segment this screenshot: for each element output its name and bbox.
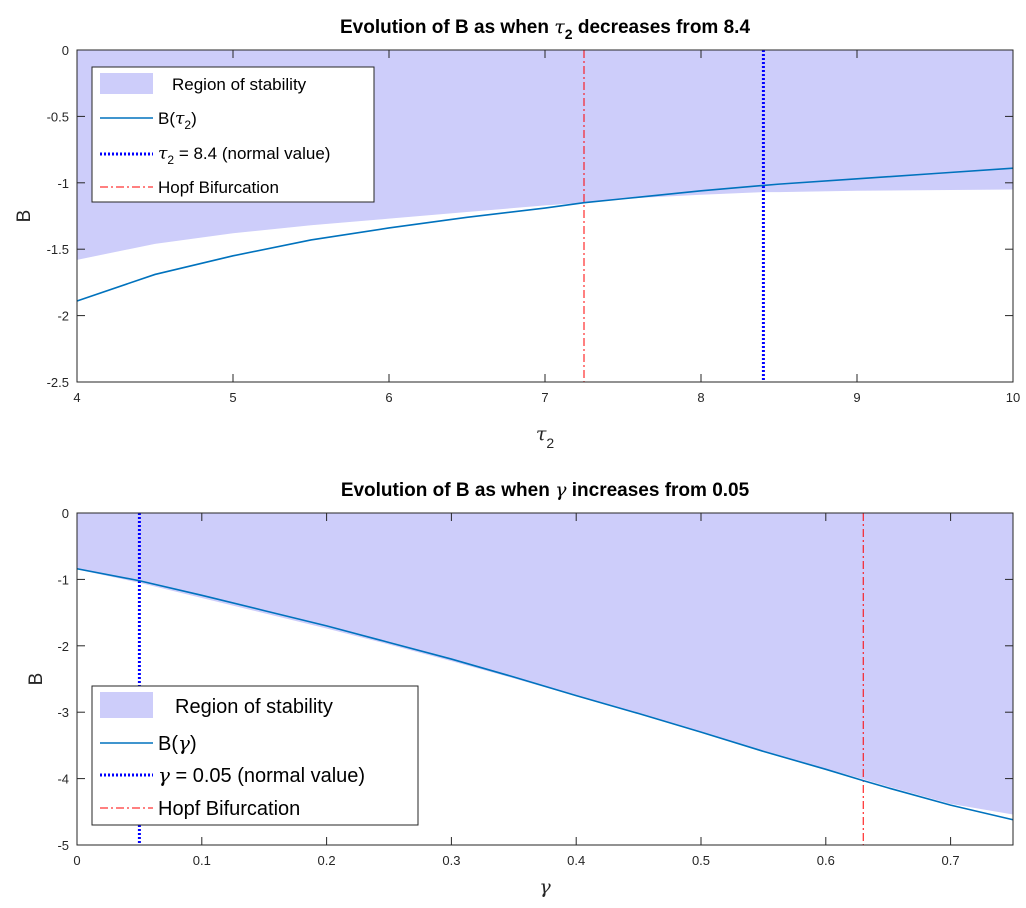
legend-region-label: Region of stability — [175, 696, 333, 718]
chart-top-ticks: 4 5 6 7 8 9 10 0 -0.5 -1 -1.5 -2 -2.5 — [47, 43, 1021, 405]
x-tick-label: 0 — [73, 853, 80, 868]
x-tick-label: 0.2 — [318, 853, 336, 868]
x-tick-label: 0.7 — [942, 853, 960, 868]
b-curve-line — [76, 167, 1014, 302]
legend-curve-label: B(γ) — [158, 731, 197, 755]
b-curve-series — [76, 567, 1014, 821]
x-tick-label: 9 — [853, 390, 860, 405]
b-curve-line — [76, 567, 1014, 821]
x-tick-label: 0.3 — [442, 853, 460, 868]
x-tick-label: 10 — [1006, 390, 1020, 405]
chart-bottom: Evolution of B as when γ increases from … — [26, 479, 1014, 898]
legend-hopf-label: Hopf Bifurcation — [158, 178, 279, 197]
x-tick-label: 0.4 — [567, 853, 585, 868]
y-tick-label: -3 — [57, 705, 69, 720]
x-tick-label: 0.5 — [692, 853, 710, 868]
chart-top-title: Evolution of B as when τ2 decreases from… — [340, 16, 750, 42]
y-tick-label: 0 — [62, 506, 69, 521]
x-tick-label: 6 — [385, 390, 392, 405]
y-tick-label: -2.5 — [47, 375, 69, 390]
x-tick-label: 0.6 — [817, 853, 835, 868]
y-tick-label: -2 — [57, 639, 69, 654]
b-curve-series — [76, 167, 1014, 302]
y-tick-label: -1 — [57, 176, 69, 191]
stability-region-fill — [77, 513, 1013, 815]
chart-top-legend: Region of stability B(τ2) τ2 = 8.4 (norm… — [91, 66, 375, 203]
x-tick-label: 0.1 — [193, 853, 211, 868]
stability-region-area — [77, 513, 1013, 815]
chart-bottom-ticks: 0 0.1 0.2 0.3 0.4 0.5 0.6 0.7 0 -1 -2 -3 -4 -5 — [57, 506, 1013, 868]
x-tick-label: 8 — [697, 390, 704, 405]
x-tick-label: 5 — [229, 390, 236, 405]
y-tick-label: -0.5 — [47, 109, 69, 124]
y-tick-label: -5 — [57, 838, 69, 853]
legend-normal-label: γ = 0.05 (normal value) — [158, 763, 365, 787]
chart-top: Evolution of B as when τ2 decreases from… — [14, 16, 1020, 451]
x-tick-label: 4 — [73, 390, 80, 405]
y-tick-label: -1.5 — [47, 242, 69, 257]
legend-curve-label: B(τ2) — [158, 109, 197, 132]
legend-normal-label: τ2 = 8.4 (normal value) — [158, 144, 330, 167]
chart-bottom-legend: Region of stability B(γ) γ = 0.05 (norma… — [91, 685, 419, 826]
x-tick-label: 7 — [541, 390, 548, 405]
legend-region-swatch — [100, 73, 153, 94]
y-tick-label: -4 — [57, 772, 69, 787]
chart-bottom-axes-box — [76, 512, 1014, 846]
y-tick-label: -1 — [57, 572, 69, 587]
legend-hopf-label: Hopf Bifurcation — [158, 798, 300, 820]
chart-top-ylabel: B — [14, 210, 35, 223]
chart-bottom-xlabel: γ — [539, 876, 551, 898]
legend-region-swatch — [100, 692, 153, 718]
chart-bottom-title: Evolution of B as when γ increases from … — [341, 479, 750, 501]
chart-bottom-ylabel: B — [26, 673, 47, 686]
chart-top-xlabel: τ2 — [536, 423, 555, 451]
legend-region-label: Region of stability — [172, 75, 307, 94]
y-tick-label: 0 — [62, 43, 69, 58]
y-tick-label: -2 — [57, 309, 69, 324]
